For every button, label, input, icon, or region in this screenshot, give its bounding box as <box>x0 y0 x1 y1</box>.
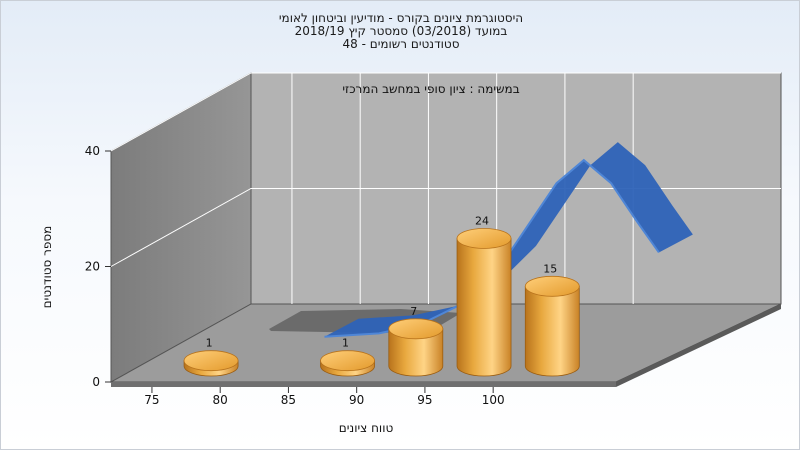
bar-2 <box>388 318 444 377</box>
x-tick-label-3: 90 <box>349 393 364 407</box>
bar-cap-3 <box>456 228 512 249</box>
bar-4 <box>524 275 580 377</box>
y-axis-title: מספר סטודנטים <box>40 226 54 309</box>
bar-value-label-0: 1 <box>206 337 213 350</box>
axes <box>105 150 494 393</box>
chart-title-line-3: סטודנטים רשומים - 48 <box>342 37 460 51</box>
bar-body-3 <box>456 238 512 377</box>
x-tick-label-2: 85 <box>281 393 296 407</box>
bar-body-2 <box>388 328 444 377</box>
bar-value-label-3: 24 <box>475 214 489 227</box>
x-tick-label-4: 95 <box>417 393 432 407</box>
x-axis-title: טווח ציונים <box>339 421 394 435</box>
bar-0 <box>183 350 239 377</box>
bar-1 <box>320 350 375 377</box>
bar-cap-1 <box>320 350 375 372</box>
y-tick-label-0: 0 <box>92 375 100 389</box>
floor-right-edge <box>616 304 781 387</box>
x-tick-label-5: 100 <box>482 393 505 407</box>
bar-cap-0 <box>183 350 239 372</box>
bar-value-label-1: 1 <box>342 337 349 350</box>
labels: 0 20 40 75 80 85 90 95 100 1 1 7 24 15 <box>85 144 558 407</box>
floor-front-edge <box>111 382 616 387</box>
grid-line-y-2 <box>110 72 781 152</box>
bar-value-label-4: 15 <box>543 262 557 275</box>
bar-cap-2 <box>388 318 444 340</box>
chart-subtitle: במשימה : ציון סופי במחשב המרכזי <box>342 82 519 96</box>
y-tick-label-2: 40 <box>85 144 100 158</box>
chart-title-line-1: היסטוגרמת ציונים בקורס - מודיעין וביטחון… <box>278 11 524 25</box>
x-tick-label-0: 75 <box>144 393 159 407</box>
bar-body-4 <box>524 285 580 377</box>
chart-title-line-2: במועד (03/2018) סמסטר קיץ 2018/19 <box>294 24 508 38</box>
grid-line-y-1 <box>110 188 781 267</box>
x-tick-label-1: 80 <box>213 393 228 407</box>
bars <box>183 228 580 377</box>
bar-3 <box>456 228 512 377</box>
bar-cap-4 <box>524 275 580 297</box>
bar-value-label-2: 7 <box>410 305 417 318</box>
y-tick-label-1: 20 <box>85 260 100 274</box>
